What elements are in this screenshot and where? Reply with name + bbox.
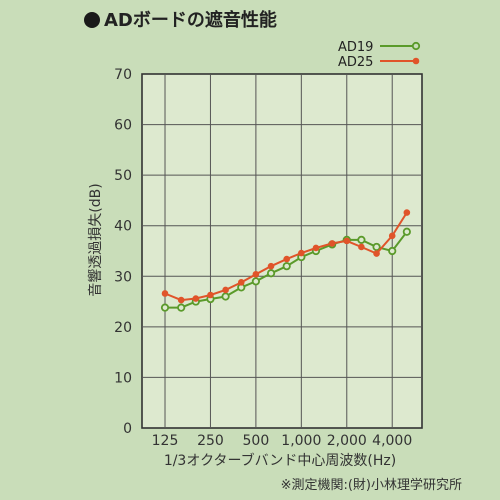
data-point-AD25 (177, 296, 185, 304)
data-point-AD25 (298, 249, 305, 257)
chart-title: ADボードの遮音性能 (84, 6, 277, 32)
data-point-AD19 (402, 227, 411, 236)
data-point-AD19 (372, 242, 381, 252)
y-tick-label: 30 (114, 269, 132, 285)
y-tick-label: 50 (114, 168, 132, 184)
legend-marker (412, 57, 420, 65)
data-point-AD19 (160, 303, 170, 312)
data-point-AD19 (251, 277, 260, 286)
data-point-AD25 (237, 279, 245, 286)
x-tick-label: 250 (197, 433, 224, 449)
data-point-AD25 (388, 232, 396, 240)
data-point-AD19 (282, 262, 291, 271)
bullet-icon (84, 12, 100, 28)
data-point-AD25 (373, 250, 380, 257)
data-point-AD25 (328, 240, 336, 247)
y-tick-label: 20 (114, 320, 132, 336)
y-tick-label: 0 (123, 421, 132, 437)
y-axis-label: 音響透過損失(dB) (87, 183, 104, 296)
data-point-AD19 (221, 292, 230, 301)
data-point-AD25 (207, 291, 214, 299)
data-point-AD19 (177, 303, 186, 312)
y-tick-label: 40 (114, 219, 132, 235)
data-point-AD25 (267, 262, 275, 270)
data-point-AD25 (343, 237, 351, 245)
x-tick-label: 2,000 (327, 433, 367, 449)
legend-label: AD19 (338, 40, 373, 55)
y-tick-label: 10 (114, 370, 132, 386)
y-tick-label: 60 (114, 118, 132, 134)
legend-marker (411, 41, 421, 51)
data-point-AD19 (357, 235, 366, 244)
y-tick-label: 70 (114, 67, 132, 83)
x-tick-label: 125 (152, 433, 179, 449)
data-point-AD25 (192, 295, 200, 302)
legend-label: AD25 (338, 55, 373, 70)
x-axis-label: 1/3オクターブバンド中心周波数(Hz) (163, 453, 397, 469)
data-point-AD19 (388, 246, 397, 256)
data-point-AD25 (283, 255, 291, 263)
data-point-AD25 (252, 270, 260, 278)
x-tick-label: 1,000 (281, 433, 321, 449)
x-tick-label: 4,000 (372, 433, 412, 449)
data-point-AD19 (266, 269, 276, 278)
data-point-AD25 (358, 243, 365, 251)
data-point-AD25 (161, 290, 169, 297)
chart-title-text: ADボードの遮音性能 (104, 10, 277, 31)
data-point-AD25 (312, 244, 320, 252)
data-point-AD25 (222, 286, 229, 294)
footnote: ※測定機関:(財)小林理学研究所 (280, 478, 462, 493)
x-tick-label: 500 (243, 433, 270, 449)
data-point-AD25 (403, 209, 411, 216)
